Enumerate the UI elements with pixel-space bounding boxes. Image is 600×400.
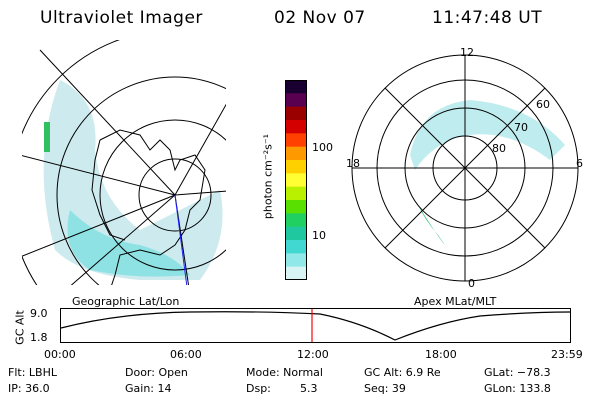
date-label: 02 Nov 07 (274, 8, 366, 28)
colorbar-stripe (285, 186, 307, 201)
colorbar-unit-label-wrap: photon cm⁻²s⁻¹ (258, 115, 278, 245)
mlat-label-80: 80 (492, 142, 506, 155)
colorbar-stripe (285, 173, 307, 188)
dsp-label: Dsp: (246, 382, 271, 395)
time-label: 11:47:48 UT (432, 8, 543, 28)
seq-info: Seq: 39 (364, 382, 406, 395)
gain-info: Gain: 14 (125, 382, 172, 395)
mlt-label-12: 12 (460, 46, 474, 59)
colorbar-stripe (285, 266, 307, 280)
colorbar-stripe (285, 160, 307, 174)
mlat-label-70: 70 (514, 121, 528, 134)
colorbar-stripe (285, 213, 307, 228)
time-tick-0000: 00:00 (44, 348, 76, 361)
altitude-ymin: 1.8 (30, 331, 48, 344)
colorbar-stripe (285, 80, 307, 94)
colorbar-stripe (285, 200, 307, 214)
colorbar-tick-100: 100 (312, 141, 333, 154)
continent-outline (91, 129, 206, 285)
dsp-value: 5.3 (300, 382, 318, 395)
colorbar-stripe (285, 120, 307, 134)
apex-panel-label: Apex MLat/MLT (414, 295, 497, 308)
glon-info: GLon: 133.8 (484, 382, 551, 395)
mlat-label-60: 60 (536, 98, 550, 111)
filter-info: Flt: LBHL (8, 366, 57, 379)
auroral-green-patch (44, 122, 50, 152)
instrument-title: Ultraviolet Imager (40, 8, 203, 28)
altitude-timeline (60, 308, 571, 343)
mlt-label-0: 0 (468, 277, 475, 290)
colorbar-stripe (285, 106, 307, 121)
altitude-ylabel-wrap: GC Alt (10, 310, 30, 345)
colorbar-unit-label: photon cm⁻²s⁻¹ (261, 133, 275, 220)
colorbar-stripe (285, 226, 307, 241)
geographic-map (22, 40, 226, 285)
ip-info: IP: 36.0 (8, 382, 50, 395)
colorbar-frame (285, 80, 307, 280)
colorbar (285, 80, 307, 280)
auroral-emission-bright (67, 210, 190, 277)
glat-info: GLat: −78.3 (484, 366, 551, 379)
mlt-label-18: 18 (346, 157, 360, 170)
altitude-curve (60, 311, 571, 341)
door-info: Door: Open (125, 366, 188, 379)
altitude-ymax: 9.0 (30, 307, 48, 320)
apex-polar-plot (351, 54, 579, 282)
geographic-panel-label: Geographic Lat/Lon (72, 295, 180, 308)
colorbar-stripe (285, 133, 307, 148)
colorbar-stripe (285, 240, 307, 254)
time-tick-2359: 23:59 (551, 348, 583, 361)
time-tick-1200: 12:00 (297, 348, 329, 361)
mlt-label-6: 6 (576, 157, 583, 170)
altitude-ylabel: GC Alt (13, 310, 27, 345)
colorbar-stripe (285, 93, 307, 108)
colorbar-stripe (285, 253, 307, 268)
gc-alt-info: GC Alt: 6.9 Re (364, 366, 441, 379)
time-tick-0600: 06:00 (170, 348, 202, 361)
colorbar-tick-10: 10 (312, 229, 326, 242)
time-tick-1800: 18:00 (425, 348, 457, 361)
colorbar-stripe (285, 146, 307, 161)
terminator-line (174, 194, 188, 285)
mode-info: Mode: Normal (246, 366, 323, 379)
auroral-oval-region (410, 100, 565, 170)
